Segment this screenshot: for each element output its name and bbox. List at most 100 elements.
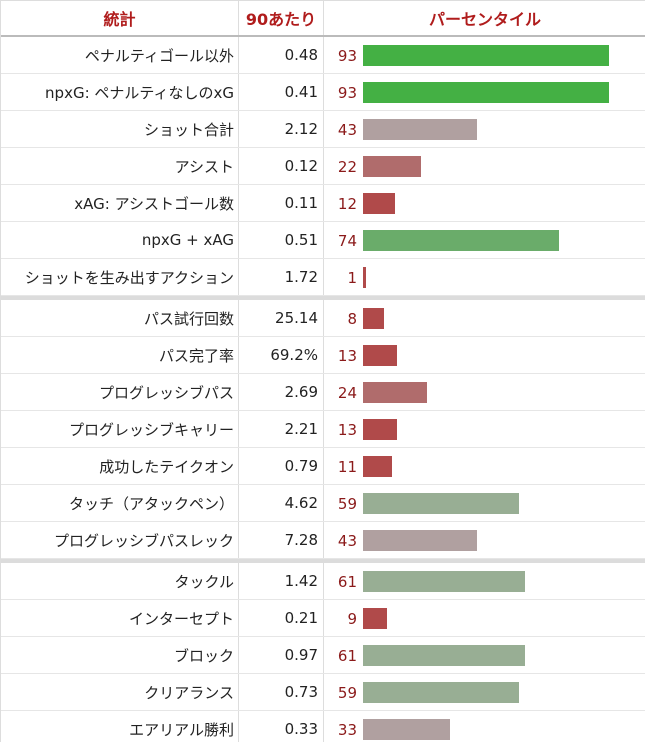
- percentile-cell: 74: [324, 222, 645, 258]
- percentile-bar: [363, 719, 450, 740]
- percentile-cell: 61: [324, 637, 645, 673]
- table-row: xAG: アシストゴール数 0.11 12: [1, 185, 645, 222]
- percentile-cell: 43: [324, 522, 645, 558]
- stat-label: ブロック: [1, 637, 239, 673]
- percentile-cell: 43: [324, 111, 645, 147]
- table-row: npxG + xAG 0.51 74: [1, 222, 645, 259]
- table-row: アシスト 0.12 22: [1, 148, 645, 185]
- per90-value: 0.51: [239, 222, 324, 258]
- per90-value: 0.12: [239, 148, 324, 184]
- percentile-bar: [363, 645, 525, 666]
- percentile-bar: [363, 308, 384, 329]
- percentile-bar: [363, 456, 392, 477]
- table-row: インターセプト 0.21 9: [1, 600, 645, 637]
- per90-value: 4.62: [239, 485, 324, 521]
- percentile-bar: [363, 193, 395, 214]
- percentile-cell: 93: [324, 37, 645, 73]
- stat-column-header[interactable]: 統計: [1, 1, 239, 35]
- table-row: エアリアル勝利 0.33 33: [1, 711, 645, 742]
- per90-value: 1.42: [239, 563, 324, 599]
- table-row: タックル 1.42 61: [1, 563, 645, 600]
- stat-label: プログレッシブパス: [1, 374, 239, 410]
- percentile-bar: [363, 45, 609, 66]
- percentile-bar: [363, 267, 366, 288]
- per90-value: 0.73: [239, 674, 324, 710]
- per90-value: 0.79: [239, 448, 324, 484]
- per90-value: 0.21: [239, 600, 324, 636]
- stat-label: エアリアル勝利: [1, 711, 239, 742]
- table-row: ブロック 0.97 61: [1, 637, 645, 674]
- stat-label: プログレッシブキャリー: [1, 411, 239, 447]
- stat-label: インターセプト: [1, 600, 239, 636]
- table-row: プログレッシブパスレック 7.28 43: [1, 522, 645, 559]
- table-row: プログレッシブキャリー 2.21 13: [1, 411, 645, 448]
- percentile-cell: 1: [324, 259, 645, 295]
- percentile-number: 43: [337, 531, 357, 550]
- percentile-number: 93: [337, 83, 357, 102]
- percentile-bar: [363, 530, 477, 551]
- percentile-number: 74: [337, 231, 357, 250]
- percentile-bar: [363, 608, 387, 629]
- table-row: パス完了率 69.2% 13: [1, 337, 645, 374]
- percentile-number: 59: [337, 494, 357, 513]
- table-row: パス試行回数 25.14 8: [1, 300, 645, 337]
- percentile-bar: [363, 493, 519, 514]
- table-row: npxG: ペナルティなしのxG 0.41 93: [1, 74, 645, 111]
- percentile-cell: 8: [324, 300, 645, 336]
- stat-label: npxG: ペナルティなしのxG: [1, 74, 239, 110]
- group-separator: [1, 559, 645, 563]
- per90-value: 0.97: [239, 637, 324, 673]
- stat-label: プログレッシブパスレック: [1, 522, 239, 558]
- per90-value: 0.33: [239, 711, 324, 742]
- percentile-cell: 9: [324, 600, 645, 636]
- percentile-bar: [363, 571, 525, 592]
- per90-column-header[interactable]: 90あたり: [239, 1, 324, 35]
- percentile-bar: [363, 382, 427, 403]
- percentile-number: 33: [337, 720, 357, 739]
- percentile-number: 13: [337, 420, 357, 439]
- stat-label: クリアランス: [1, 674, 239, 710]
- percentile-bar: [363, 156, 421, 177]
- per90-value: 0.41: [239, 74, 324, 110]
- percentile-number: 61: [337, 646, 357, 665]
- percentile-number: 24: [337, 383, 357, 402]
- stat-label: 成功したテイクオン: [1, 448, 239, 484]
- stat-label: xAG: アシストゴール数: [1, 185, 239, 221]
- per90-value: 25.14: [239, 300, 324, 336]
- table-row: タッチ（アタックペン） 4.62 59: [1, 485, 645, 522]
- percentile-number: 12: [337, 194, 357, 213]
- percentile-number: 43: [337, 120, 357, 139]
- table-header: 統計 90あたり パーセンタイル: [1, 0, 645, 37]
- per90-value: 0.11: [239, 185, 324, 221]
- stat-label: アシスト: [1, 148, 239, 184]
- percentile-column-header[interactable]: パーセンタイル: [428, 10, 541, 29]
- percentile-bar: [363, 682, 519, 703]
- per90-value: 2.69: [239, 374, 324, 410]
- table-row: ショット合計 2.12 43: [1, 111, 645, 148]
- stat-label: ショットを生み出すアクション: [1, 259, 239, 295]
- percentile-cell: 33: [324, 711, 645, 742]
- percentile-number: 61: [337, 572, 357, 591]
- percentile-bar: [363, 419, 397, 440]
- percentile-number: 13: [337, 346, 357, 365]
- percentile-cell: 24: [324, 374, 645, 410]
- stat-label: ペナルティゴール以外: [1, 37, 239, 73]
- stat-label: npxG + xAG: [1, 222, 239, 258]
- table-row: 成功したテイクオン 0.79 11: [1, 448, 645, 485]
- percentile-number: 93: [337, 46, 357, 65]
- percentile-cell: 12: [324, 185, 645, 221]
- table-row: ペナルティゴール以外 0.48 93: [1, 37, 645, 74]
- percentile-bar: [363, 345, 397, 366]
- percentile-cell: 93: [324, 74, 645, 110]
- percentile-bar: [363, 230, 559, 251]
- per90-value: 2.12: [239, 111, 324, 147]
- percentile-cell: 22: [324, 148, 645, 184]
- table-row: ショットを生み出すアクション 1.72 1: [1, 259, 645, 296]
- per90-value: 69.2%: [239, 337, 324, 373]
- percentile-number: 22: [337, 157, 357, 176]
- per90-value: 7.28: [239, 522, 324, 558]
- stat-label: パス完了率: [1, 337, 239, 373]
- percentile-cell: 13: [324, 337, 645, 373]
- stat-label: パス試行回数: [1, 300, 239, 336]
- table-row: クリアランス 0.73 59: [1, 674, 645, 711]
